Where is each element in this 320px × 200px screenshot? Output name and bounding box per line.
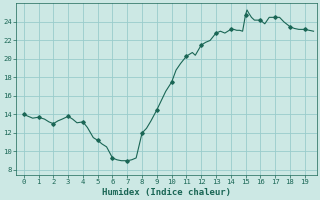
- X-axis label: Humidex (Indice chaleur): Humidex (Indice chaleur): [102, 188, 231, 197]
